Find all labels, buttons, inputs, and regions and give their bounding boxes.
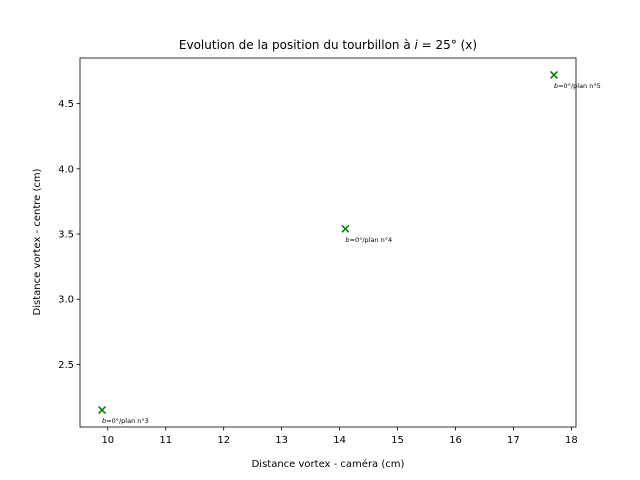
x-tick-label-13: 13 — [275, 435, 288, 446]
x-tick-label-15: 15 — [391, 435, 404, 446]
point-label-2: b=0°/plan n°4 — [345, 236, 392, 244]
chart-title: Evolution de la position du tourbillon à… — [179, 38, 477, 52]
x-tick-label-18: 18 — [565, 435, 578, 446]
data-point-1 — [97, 406, 107, 415]
y-axis-label: Distance vortex - centre (cm) — [32, 168, 43, 315]
x-tick-label-11: 11 — [159, 435, 172, 446]
x-tick-label-14: 14 — [333, 435, 346, 446]
point-label-1: b=0°/plan n°3 — [102, 417, 149, 425]
x-axis-label: Distance vortex - caméra (cm) — [252, 458, 405, 470]
y-tick-label-0: 2.5 — [58, 360, 74, 371]
plot-frame — [79, 57, 577, 428]
point-label-3: b=0°/plan n°5 — [554, 82, 601, 90]
plot-area: 10 11 12 13 14 15 16 17 18 2.5 3.0 3.5 4.0 4.5 b=0°/pl… — [58, 57, 601, 446]
x-tick-label-17: 17 — [507, 435, 520, 446]
data-point-3 — [549, 70, 559, 79]
x-tick-label-10: 10 — [101, 435, 114, 446]
y-tick-label-4: 4.5 — [58, 99, 74, 110]
y-tick-label-2: 3.5 — [58, 230, 74, 241]
x-tick-label-16: 16 — [449, 435, 462, 446]
y-tick-label-3: 4.0 — [58, 164, 74, 175]
x-tick-label-12: 12 — [217, 435, 230, 446]
y-tick-label-1: 3.0 — [58, 295, 74, 306]
data-point-2 — [341, 224, 350, 233]
